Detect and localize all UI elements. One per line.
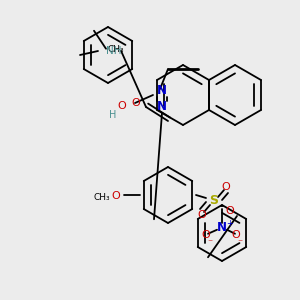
Text: CH₃: CH₃: [108, 46, 124, 55]
Text: NH: NH: [106, 46, 122, 56]
Text: +: +: [226, 219, 233, 228]
Text: N: N: [157, 83, 167, 97]
Text: O: O: [226, 206, 234, 216]
Text: O: O: [132, 98, 140, 108]
Text: N: N: [157, 100, 167, 112]
Text: O: O: [112, 191, 120, 201]
Text: O: O: [232, 230, 240, 240]
Text: S: S: [209, 194, 218, 208]
Text: O: O: [222, 182, 230, 192]
Text: H: H: [109, 110, 117, 120]
Text: O: O: [202, 230, 210, 240]
Text: N: N: [217, 221, 227, 234]
Text: ⁻: ⁻: [207, 238, 213, 248]
Text: CH₃: CH₃: [94, 193, 110, 202]
Text: O: O: [198, 210, 206, 220]
Text: ⁻: ⁻: [237, 238, 243, 248]
Text: O: O: [118, 101, 126, 111]
